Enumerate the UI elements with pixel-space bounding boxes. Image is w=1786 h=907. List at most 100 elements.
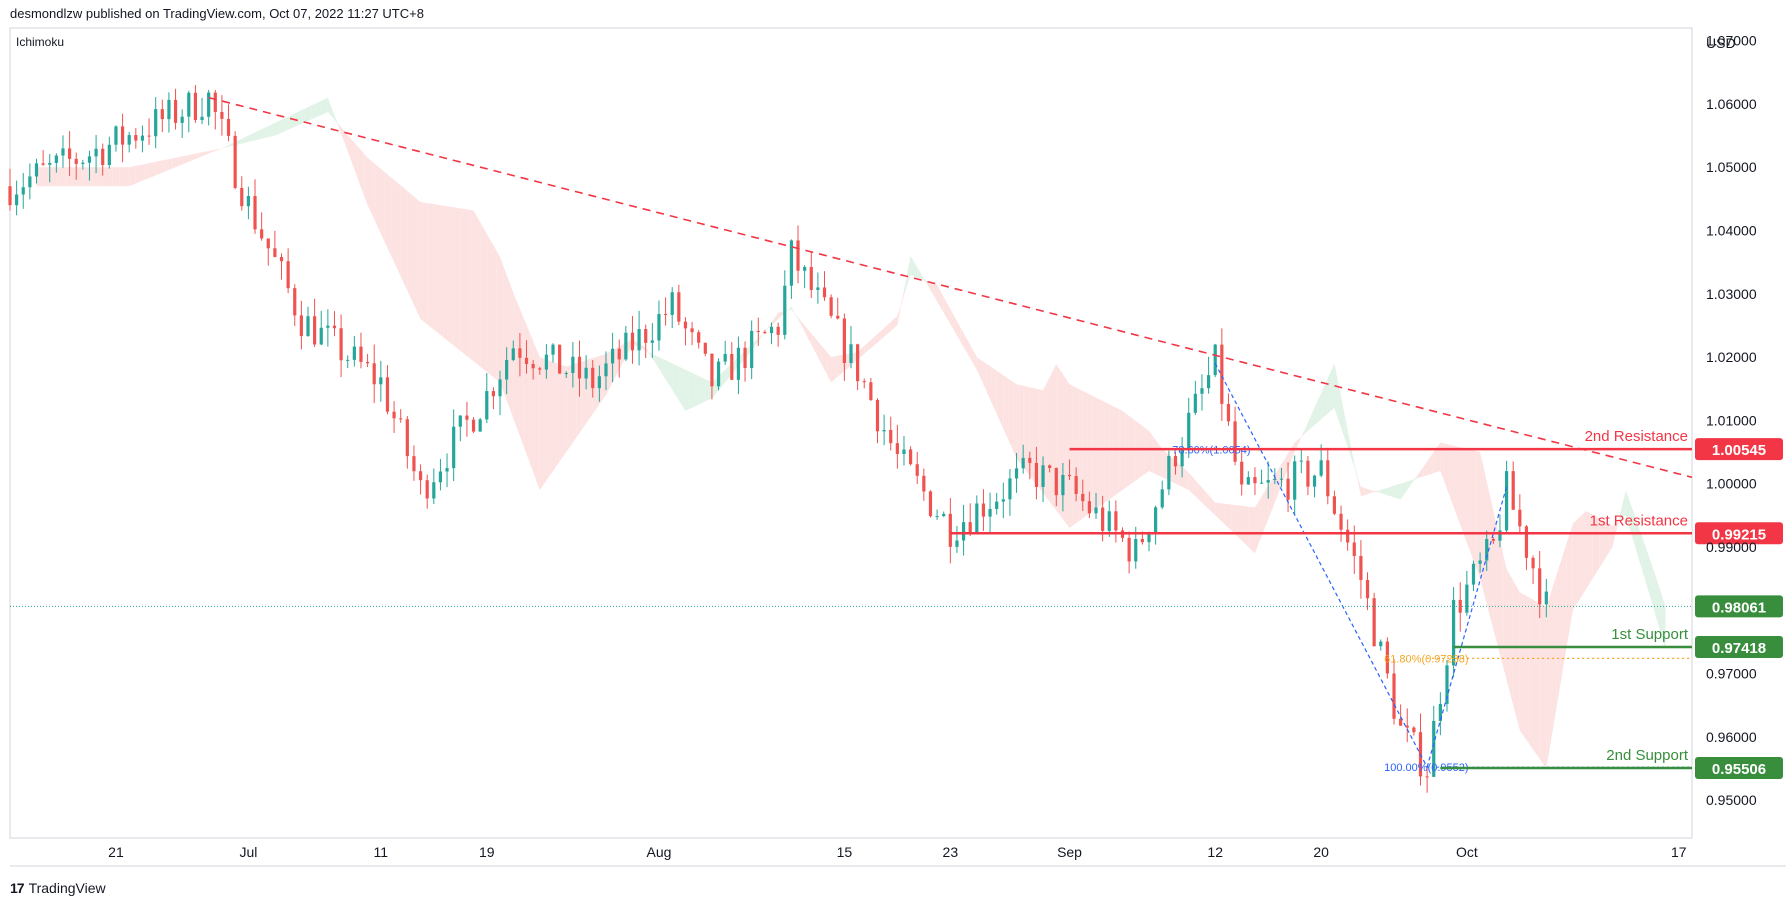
candle-body bbox=[1226, 403, 1231, 422]
drawing-overlays: 78.60%(1.0054) 61.80%(0.97238) 100.00%(0.9… bbox=[10, 96, 1783, 780]
candle-body bbox=[657, 313, 661, 341]
x-tick-label: Sep bbox=[1057, 844, 1082, 860]
cloud-segment bbox=[205, 150, 209, 156]
cloud-segment bbox=[1602, 520, 1606, 563]
cloud-segment bbox=[149, 162, 153, 179]
candle-body bbox=[1511, 471, 1515, 510]
candle-body bbox=[438, 471, 443, 483]
candle-body bbox=[935, 516, 939, 518]
cloud-segment bbox=[480, 222, 484, 370]
price-tag: 0.99215 bbox=[1695, 522, 1783, 545]
candle-body bbox=[942, 513, 946, 517]
cloud-segment bbox=[400, 185, 405, 284]
candle-body bbox=[1425, 776, 1429, 778]
cloud-segment bbox=[867, 339, 871, 352]
candle-body bbox=[1253, 477, 1257, 484]
cloud-segment bbox=[1506, 569, 1510, 693]
cloud-segment bbox=[1069, 384, 1073, 528]
candle-body bbox=[1273, 478, 1277, 481]
price-tag: 0.95506 bbox=[1695, 757, 1783, 780]
cloud-segment bbox=[870, 336, 875, 349]
candle-body bbox=[1432, 720, 1436, 777]
cloud-segment bbox=[1430, 451, 1434, 475]
cloud-segment bbox=[672, 363, 676, 396]
cloud-segment bbox=[940, 290, 944, 313]
cloud-segment bbox=[1410, 479, 1414, 486]
candle-body bbox=[1233, 421, 1237, 462]
cloud-segment bbox=[1648, 556, 1653, 604]
cloud-segment bbox=[688, 371, 693, 410]
candle-body bbox=[1259, 482, 1264, 484]
y-tick-label: 1.05000 bbox=[1706, 159, 1757, 175]
cloud-segment bbox=[1248, 506, 1252, 551]
cloud-segment bbox=[804, 325, 808, 339]
candle-body bbox=[1293, 461, 1297, 500]
cloud-segment bbox=[549, 360, 554, 476]
candle-body bbox=[697, 332, 701, 343]
candle-body bbox=[120, 126, 125, 145]
cloud-segment bbox=[963, 333, 967, 353]
candle-body bbox=[650, 340, 654, 343]
cloud-segment bbox=[791, 306, 795, 314]
cloud-segment bbox=[768, 322, 772, 329]
cloud-segment bbox=[1549, 586, 1553, 749]
y-tick-label: 1.02000 bbox=[1706, 349, 1757, 365]
candle-body bbox=[908, 449, 913, 465]
candle-body bbox=[8, 186, 12, 206]
tradingview-logo[interactable]: 17 TradingView bbox=[10, 880, 106, 896]
cloud-segment bbox=[430, 203, 434, 330]
cloud-segment bbox=[1195, 480, 1199, 500]
cloud-segment bbox=[837, 355, 842, 377]
cloud-segment bbox=[281, 118, 285, 133]
candle-body bbox=[617, 348, 621, 360]
candle-body bbox=[1405, 725, 1409, 728]
cloud-segment bbox=[284, 116, 289, 132]
candle-body bbox=[1306, 460, 1310, 487]
cloud-segment bbox=[1019, 385, 1024, 468]
cloud-segment bbox=[1367, 488, 1371, 495]
candle-body bbox=[134, 135, 138, 141]
cloud-segment bbox=[255, 130, 259, 141]
cloud-segment bbox=[890, 318, 895, 332]
descending-trendline bbox=[208, 96, 1693, 479]
cloud-segment bbox=[1655, 576, 1659, 627]
cloud-segment bbox=[490, 239, 494, 378]
candle-body bbox=[1087, 501, 1091, 514]
cloud-segment bbox=[1413, 475, 1418, 481]
cloud-segment bbox=[53, 167, 57, 187]
candle-body bbox=[1061, 474, 1065, 496]
cloud-segment bbox=[834, 355, 838, 380]
candle-body bbox=[1074, 476, 1078, 494]
candle-body bbox=[849, 344, 853, 364]
cloud-segment bbox=[562, 365, 567, 457]
cloud-segment bbox=[397, 182, 401, 277]
cloud-segment bbox=[1254, 501, 1259, 554]
price-tag-value: 1.00545 bbox=[1712, 442, 1766, 459]
cloud-segment bbox=[801, 321, 805, 332]
cloud-segment bbox=[798, 317, 802, 326]
cloud-segment bbox=[814, 337, 818, 358]
cloud-segment bbox=[72, 167, 77, 187]
x-tick-label: 19 bbox=[479, 844, 495, 860]
cloud-segment bbox=[1572, 520, 1577, 611]
cloud-segment bbox=[59, 167, 63, 187]
candle-body bbox=[94, 148, 98, 157]
cloud-segment bbox=[493, 245, 497, 380]
candle-body bbox=[577, 356, 582, 379]
cloud-segment bbox=[788, 306, 792, 311]
candle-body bbox=[306, 316, 310, 337]
candle-body bbox=[1160, 489, 1164, 508]
fib-label: 100.00%(0.9552) bbox=[1384, 762, 1468, 774]
candle-body bbox=[1246, 477, 1250, 485]
candle-body bbox=[173, 99, 178, 123]
cloud-segment bbox=[516, 300, 520, 437]
candle-body bbox=[829, 297, 833, 316]
cloud-segment bbox=[927, 281, 931, 290]
cloud-segment bbox=[1278, 464, 1282, 495]
candle-body bbox=[531, 363, 535, 369]
cloud-segment bbox=[248, 133, 252, 142]
cloud-segment bbox=[175, 157, 179, 168]
candle-body bbox=[1379, 641, 1383, 647]
indicator-label[interactable]: Ichimoku bbox=[16, 35, 65, 49]
